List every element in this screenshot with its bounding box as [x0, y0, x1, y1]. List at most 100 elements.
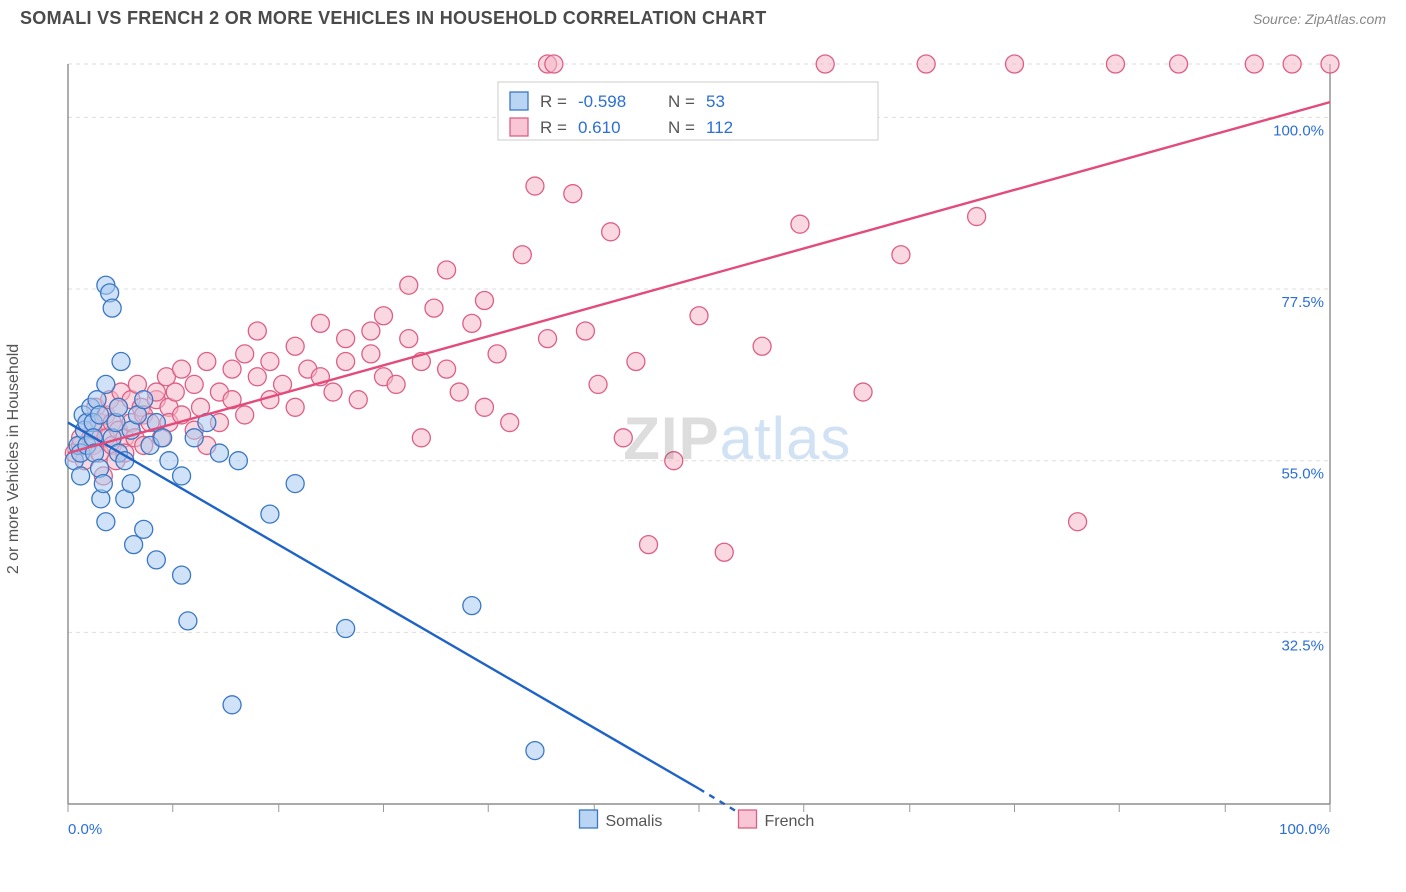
trend-line-french — [68, 102, 1330, 453]
data-point — [97, 375, 115, 393]
data-point — [665, 452, 683, 470]
data-point — [412, 429, 430, 447]
data-point — [91, 406, 109, 424]
data-point — [753, 337, 771, 355]
data-point — [545, 55, 563, 73]
correlation-scatter-chart: 0.0%100.0%32.5%55.0%77.5%100.0%R =-0.598… — [20, 44, 1350, 844]
y-tick-label: 77.5% — [1281, 294, 1324, 311]
data-point — [185, 375, 203, 393]
data-point — [438, 261, 456, 279]
data-point — [97, 513, 115, 531]
data-point — [112, 353, 130, 371]
legend-swatch — [510, 92, 528, 110]
legend-swatch — [580, 810, 598, 828]
data-point — [425, 299, 443, 317]
data-point — [614, 429, 632, 447]
data-point — [1245, 55, 1263, 73]
data-point — [173, 467, 191, 485]
data-point — [185, 429, 203, 447]
data-point — [337, 620, 355, 638]
legend-label: French — [765, 813, 815, 830]
data-point — [715, 543, 733, 561]
data-point — [286, 398, 304, 416]
chart-header: SOMALI VS FRENCH 2 OR MORE VEHICLES IN H… — [0, 0, 1406, 35]
data-point — [210, 444, 228, 462]
data-point — [337, 330, 355, 348]
data-point — [375, 307, 393, 325]
data-point — [463, 314, 481, 332]
data-point — [564, 185, 582, 203]
data-point — [450, 383, 468, 401]
data-point — [362, 322, 380, 340]
y-tick-label: 55.0% — [1281, 466, 1324, 483]
legend-swatch — [510, 118, 528, 136]
data-point — [526, 177, 544, 195]
legend-stat: 0.610 — [578, 118, 621, 137]
data-point — [223, 360, 241, 378]
data-point — [362, 345, 380, 363]
source-prefix: Source: — [1253, 11, 1305, 27]
y-tick-label: 100.0% — [1273, 122, 1324, 139]
data-point — [475, 291, 493, 309]
chart-title: SOMALI VS FRENCH 2 OR MORE VEHICLES IN H… — [20, 8, 767, 29]
data-point — [248, 368, 266, 386]
data-point — [589, 375, 607, 393]
data-point — [438, 360, 456, 378]
data-point — [1283, 55, 1301, 73]
legend-stat: 53 — [706, 92, 725, 111]
data-point — [122, 475, 140, 493]
legend-label: Somalis — [606, 813, 663, 830]
source-name: ZipAtlas.com — [1305, 11, 1386, 27]
data-point — [816, 55, 834, 73]
data-point — [627, 353, 645, 371]
data-point — [324, 383, 342, 401]
data-point — [286, 475, 304, 493]
y-axis-label: 2 or more Vehicles in Household — [5, 344, 23, 574]
legend-stat: N = — [668, 92, 695, 111]
data-point — [173, 566, 191, 584]
data-point — [154, 429, 172, 447]
y-tick-label: 32.5% — [1281, 637, 1324, 654]
data-point — [475, 398, 493, 416]
data-point — [1170, 55, 1188, 73]
data-point — [236, 345, 254, 363]
data-point — [135, 391, 153, 409]
data-point — [248, 322, 266, 340]
data-point — [892, 246, 910, 264]
data-point — [1069, 513, 1087, 531]
data-point — [791, 215, 809, 233]
data-point — [135, 520, 153, 538]
data-point — [602, 223, 620, 241]
trend-line-somali — [68, 423, 699, 789]
data-point — [576, 322, 594, 340]
legend-stat: R = — [540, 118, 567, 137]
source-attribution: Source: ZipAtlas.com — [1253, 11, 1386, 27]
legend-stat: N = — [668, 118, 695, 137]
data-point — [513, 246, 531, 264]
legend-stat: R = — [540, 92, 567, 111]
data-point — [640, 536, 658, 554]
series-somali — [65, 276, 544, 759]
chart-area: 2 or more Vehicles in Household 0.0%100.… — [20, 44, 1388, 874]
data-point — [349, 391, 367, 409]
data-point — [488, 345, 506, 363]
data-point — [387, 375, 405, 393]
legend-swatch — [739, 810, 757, 828]
data-point — [94, 475, 112, 493]
data-point — [179, 612, 197, 630]
data-point — [1106, 55, 1124, 73]
data-point — [198, 353, 216, 371]
data-point — [337, 353, 355, 371]
x-tick-label: 100.0% — [1279, 821, 1330, 838]
data-point — [400, 276, 418, 294]
data-point — [236, 406, 254, 424]
data-point — [261, 505, 279, 523]
data-point — [968, 208, 986, 226]
data-point — [72, 467, 90, 485]
data-point — [223, 696, 241, 714]
data-point — [103, 299, 121, 317]
data-point — [261, 353, 279, 371]
data-point — [539, 330, 557, 348]
data-point — [311, 314, 329, 332]
data-point — [160, 452, 178, 470]
